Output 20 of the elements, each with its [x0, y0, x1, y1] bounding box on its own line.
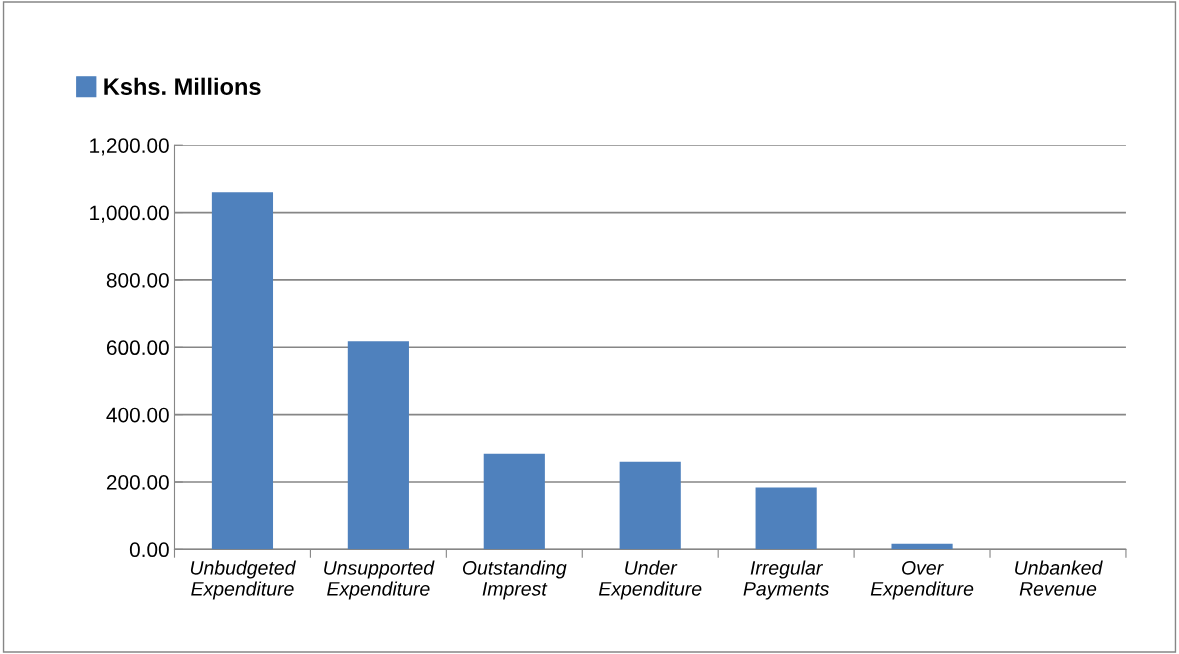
x-tick-label: Unbanked Revenue: [1015, 560, 1103, 596]
bar: [211, 192, 274, 550]
x-tick-label: Under Expenditure: [598, 560, 702, 600]
x-tick-label: Unbudgeted Expenditure: [190, 560, 296, 600]
x-tick-label: Irregular Payments: [743, 560, 829, 600]
y-tick-label: 1,200.00: [90, 138, 169, 156]
y-tick-label: 0.00: [129, 542, 169, 558]
bar: [755, 487, 817, 550]
legend-label: Kshs. Millions: [104, 77, 261, 96]
x-tick-label: Outstanding Imprest: [462, 560, 567, 600]
bar: [483, 453, 545, 550]
y-tick-label: 600.00: [106, 340, 169, 356]
y-tick-label: 800.00: [106, 272, 169, 288]
bar: [619, 461, 681, 550]
y-tick-label: 200.00: [106, 475, 169, 490]
y-tick-label: 400.00: [106, 407, 169, 423]
x-tick-label: Over Expenditure: [870, 560, 974, 600]
y-tick-label: 1,000.00: [90, 205, 169, 223]
x-tick-label: Unsupported Expenditure: [324, 560, 435, 600]
bar: [347, 341, 409, 550]
